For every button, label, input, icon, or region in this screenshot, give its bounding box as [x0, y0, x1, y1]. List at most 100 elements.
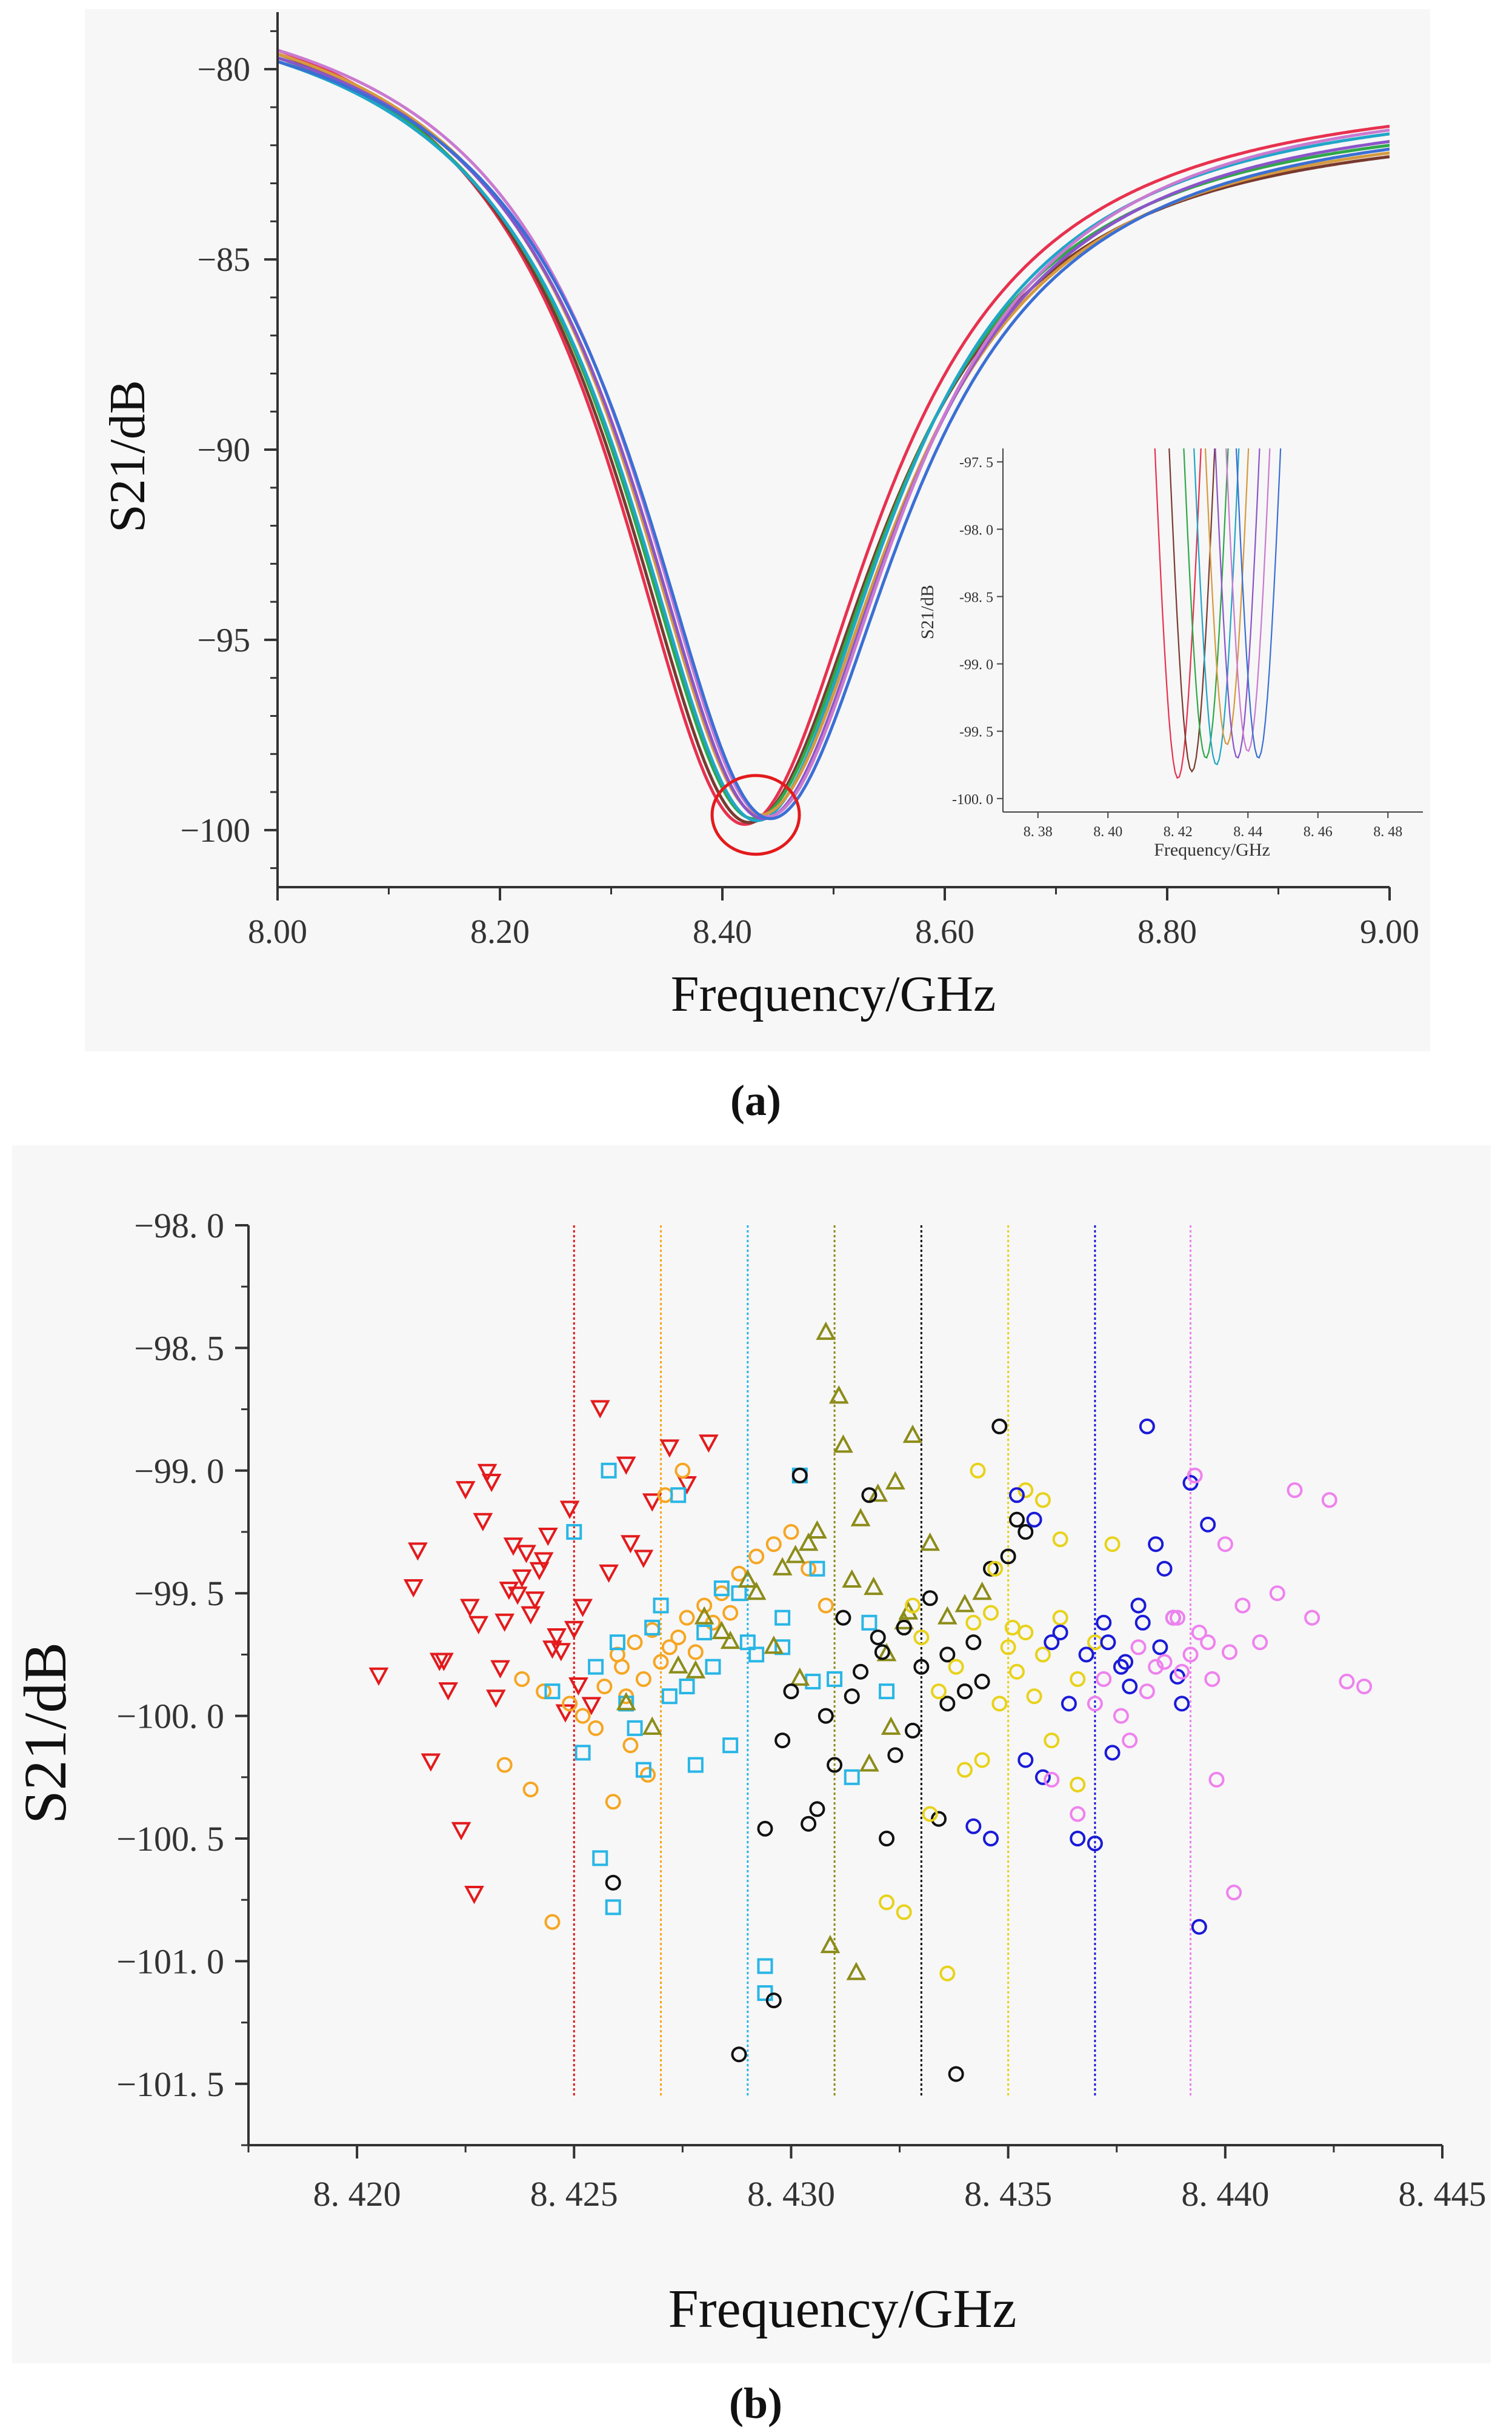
scatter-series-b [368, 1321, 1373, 2082]
scatter-point [844, 1688, 860, 1705]
scatter-point [547, 1628, 567, 1647]
scatter-point [464, 1886, 484, 1905]
scatter-point [459, 1599, 480, 1617]
scatter-point [1070, 1806, 1086, 1822]
scatter-point [621, 1535, 641, 1554]
scatter-point [627, 1634, 643, 1651]
scatter-point [931, 1811, 947, 1827]
scatter-point [1017, 1482, 1034, 1499]
scatter-point [765, 1536, 782, 1553]
scatter-point [957, 1762, 973, 1778]
scatter-point [965, 1818, 982, 1834]
scatter-point [1269, 1585, 1285, 1602]
scatter-point [1034, 1646, 1051, 1663]
scatter-point [881, 1716, 901, 1735]
scatter-point [687, 1757, 704, 1773]
scatter-point [913, 1629, 930, 1646]
scatter-point [1008, 1663, 1025, 1680]
scatter-point [559, 1500, 580, 1519]
scatter-point [1200, 1516, 1216, 1533]
scatter-point [421, 1753, 441, 1772]
scatter-point [861, 1487, 878, 1503]
scatter-point [844, 1769, 860, 1785]
scatter-point [529, 1562, 550, 1580]
scatter-point [616, 1456, 636, 1475]
scatter-point [1117, 1654, 1134, 1670]
y-tick-label-b: −99. 5 [134, 1574, 224, 1613]
scatter-point [642, 1493, 662, 1512]
scatter-point [937, 1606, 957, 1625]
scatter-point [644, 1619, 661, 1636]
x-tick-label-a: 8.20 [470, 913, 530, 951]
scatter-point [974, 1752, 990, 1768]
scatter-point [1187, 1467, 1203, 1483]
scatter-point [562, 1696, 578, 1712]
x-axis-title-b: Frequency/GHz [668, 2279, 1017, 2339]
scatter-point [1156, 1654, 1173, 1670]
panel-label-b: (b) [729, 2379, 782, 2428]
scatter-point [820, 1934, 841, 1954]
scatter-point [685, 1660, 706, 1679]
y-tick-label-b: −99. 0 [134, 1451, 224, 1491]
scatter-point [965, 1614, 982, 1631]
scatter-point [905, 1597, 921, 1614]
scatter-point [564, 1620, 584, 1640]
series-curve-a [278, 60, 1390, 820]
scatter-point [495, 1613, 515, 1632]
scatter-point [896, 1904, 912, 1920]
scatter-point [1174, 1663, 1190, 1680]
x-tick-label-a: 8.40 [693, 913, 752, 951]
scatter-point [1191, 1624, 1207, 1640]
scatter-point [674, 1462, 691, 1479]
inset-x-tick-label: 8. 40 [1093, 824, 1122, 840]
scatter-point [661, 1639, 678, 1656]
series-curve-a [278, 48, 1390, 819]
scatter-point [913, 1659, 930, 1675]
scatter-point [874, 1644, 890, 1660]
scatter-point [596, 1679, 613, 1695]
scatter-point [939, 1965, 956, 1982]
scatter-point [982, 1831, 999, 1846]
scatter-point [568, 1677, 588, 1696]
y-tick-label-a: −100 [180, 812, 250, 850]
scatter-point [905, 1722, 921, 1739]
scatter-point [1134, 1614, 1151, 1631]
scatter-point [764, 1636, 784, 1654]
scatter-point [573, 1599, 593, 1617]
scatter-point [473, 1513, 493, 1531]
scatter-point [783, 1683, 799, 1700]
x-tick-label-b: 8. 430 [747, 2174, 835, 2214]
scatter-point [1096, 1671, 1112, 1687]
y-tick-label-b: −101. 0 [116, 1942, 224, 1981]
scatter-point [972, 1582, 993, 1600]
scatter-point [1104, 1745, 1121, 1761]
scatter-point [1191, 1919, 1207, 1935]
scatter-point [1034, 1492, 1051, 1508]
scatter-point [870, 1629, 886, 1646]
scatter-point [1034, 1769, 1051, 1785]
scatter-point [974, 1673, 990, 1689]
scatter-point [1217, 1536, 1233, 1553]
scatter-point [1139, 1418, 1155, 1434]
inset-y-axis-title: S21/dB [918, 585, 938, 639]
scatter-point [511, 1569, 532, 1588]
scatter-point [574, 1708, 591, 1724]
scatter-point [846, 1962, 867, 1980]
scatter-point [785, 1545, 805, 1563]
scatter-point [525, 1591, 545, 1610]
scatter-point [1044, 1771, 1060, 1788]
scatter-point [408, 1542, 428, 1561]
x-tick-label-b: 8. 445 [1399, 2174, 1487, 2214]
y-tick-label-a: −85 [197, 241, 250, 279]
highlight-circle [710, 774, 801, 856]
scatter-point [1004, 1619, 1021, 1636]
scatter-point [1122, 1732, 1138, 1749]
scatter-point [948, 1659, 964, 1675]
scatter-point [1122, 1679, 1138, 1695]
scatter-point [1252, 1634, 1268, 1651]
scatter-point [522, 1782, 539, 1798]
scatter-point [1070, 1671, 1086, 1687]
scatter-point [601, 1462, 617, 1479]
axes-a: 8.00 8.20 8.40 8.60 8.80 9.00 −80 −85 −90 −95 −100 [180, 12, 1419, 951]
